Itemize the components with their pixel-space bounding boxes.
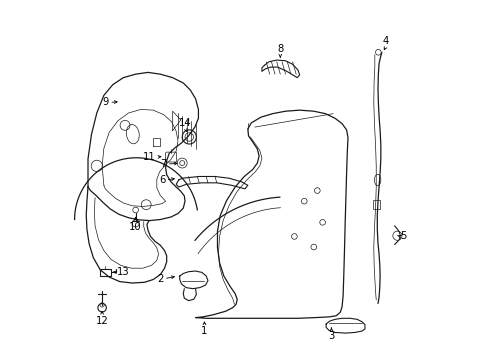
Text: 10: 10 (129, 222, 142, 232)
Text: 5: 5 (400, 231, 407, 242)
Text: 6: 6 (159, 175, 166, 185)
Text: 3: 3 (328, 331, 335, 341)
Text: 7: 7 (160, 159, 167, 169)
Text: 9: 9 (103, 98, 109, 107)
Text: 1: 1 (201, 327, 208, 336)
Text: 2: 2 (157, 274, 164, 284)
Text: 14: 14 (179, 118, 191, 128)
Text: 4: 4 (383, 36, 389, 46)
Text: 13: 13 (117, 267, 130, 278)
Text: 11: 11 (144, 152, 156, 162)
Text: 12: 12 (96, 316, 108, 326)
Text: 8: 8 (277, 44, 283, 54)
